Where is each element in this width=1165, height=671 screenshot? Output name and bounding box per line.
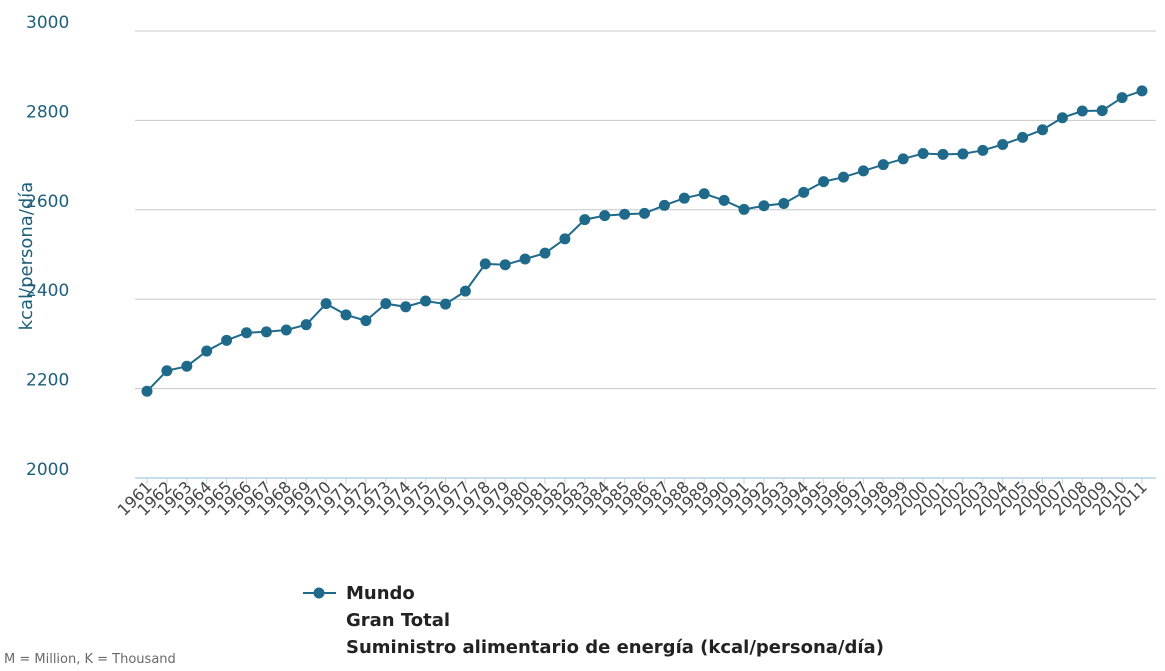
data-point[interactable] [440, 298, 451, 310]
data-point[interactable] [1116, 92, 1128, 104]
y-tick-label: 2600 [26, 192, 69, 212]
data-point[interactable] [499, 259, 511, 271]
data-point[interactable] [300, 319, 312, 331]
data-point[interactable] [599, 210, 611, 222]
data-point[interactable] [738, 203, 750, 215]
data-point[interactable] [818, 176, 830, 188]
data-point[interactable] [957, 148, 969, 160]
data-point[interactable] [579, 214, 591, 226]
x-axis [135, 477, 1156, 484]
data-point[interactable] [201, 345, 213, 357]
y-axis-ticks: 2000 2200 2400 2600 2800 3000 [26, 13, 69, 480]
data-point[interactable] [280, 324, 292, 336]
data-point[interactable] [897, 153, 909, 165]
data-point[interactable] [838, 171, 849, 183]
data-point[interactable] [758, 200, 770, 212]
legend-element-label: Suministro alimentario de energía (kcal/… [346, 637, 884, 658]
data-point[interactable] [1037, 124, 1048, 136]
data-point[interactable] [241, 327, 252, 339]
data-point[interactable] [917, 147, 929, 159]
series-mundo [141, 85, 1148, 397]
data-point[interactable] [181, 360, 193, 372]
data-point[interactable] [718, 194, 730, 206]
data-point[interactable] [997, 139, 1009, 151]
data-point[interactable] [1136, 85, 1148, 97]
data-point[interactable] [857, 165, 869, 177]
data-point[interactable] [459, 285, 471, 297]
data-point[interactable] [380, 298, 392, 310]
data-point[interactable] [340, 309, 352, 321]
data-point[interactable] [877, 159, 889, 171]
data-point[interactable] [1096, 105, 1108, 117]
data-point[interactable] [639, 207, 650, 219]
data-point[interactable] [1076, 105, 1088, 117]
data-point[interactable] [141, 385, 153, 397]
series-line [146, 89, 1143, 392]
y-tick-label: 2000 [26, 460, 69, 480]
data-point[interactable] [1017, 131, 1029, 143]
data-point[interactable] [559, 233, 571, 245]
y-axis-label: kcal/persona/día [16, 182, 37, 331]
data-point[interactable] [420, 295, 432, 307]
y-tick-label: 2200 [26, 371, 69, 391]
data-point[interactable] [1056, 112, 1068, 124]
data-point[interactable] [678, 192, 690, 204]
y-tick-label: 2400 [26, 281, 69, 301]
x-axis-ticks: 1961196219631964196519661967196819691970… [114, 477, 1151, 519]
data-point[interactable] [778, 198, 790, 210]
legend[interactable]: Mundo Gran Total Suministro alimentario … [303, 583, 884, 658]
data-point[interactable] [619, 208, 631, 220]
data-point[interactable] [977, 144, 989, 156]
legend-series-name: Mundo [346, 583, 415, 604]
data-point[interactable] [937, 148, 949, 160]
data-point[interactable] [698, 188, 710, 200]
data-point[interactable] [400, 301, 412, 313]
data-point[interactable] [260, 326, 272, 338]
y-tick-label: 2800 [26, 102, 69, 122]
data-point[interactable] [221, 334, 233, 346]
legend-dot-marker [313, 587, 325, 599]
data-point[interactable] [479, 258, 491, 270]
footnote: M = Million, K = Thousand [4, 652, 176, 667]
data-point[interactable] [360, 315, 372, 327]
data-point[interactable] [658, 199, 670, 211]
data-point[interactable] [519, 253, 531, 265]
data-point[interactable] [161, 365, 173, 377]
legend-item-label: Gran Total [346, 610, 450, 631]
data-point[interactable] [798, 186, 810, 198]
data-point[interactable] [320, 298, 332, 310]
y-tick-label: 3000 [26, 13, 69, 33]
data-point[interactable] [539, 247, 551, 259]
